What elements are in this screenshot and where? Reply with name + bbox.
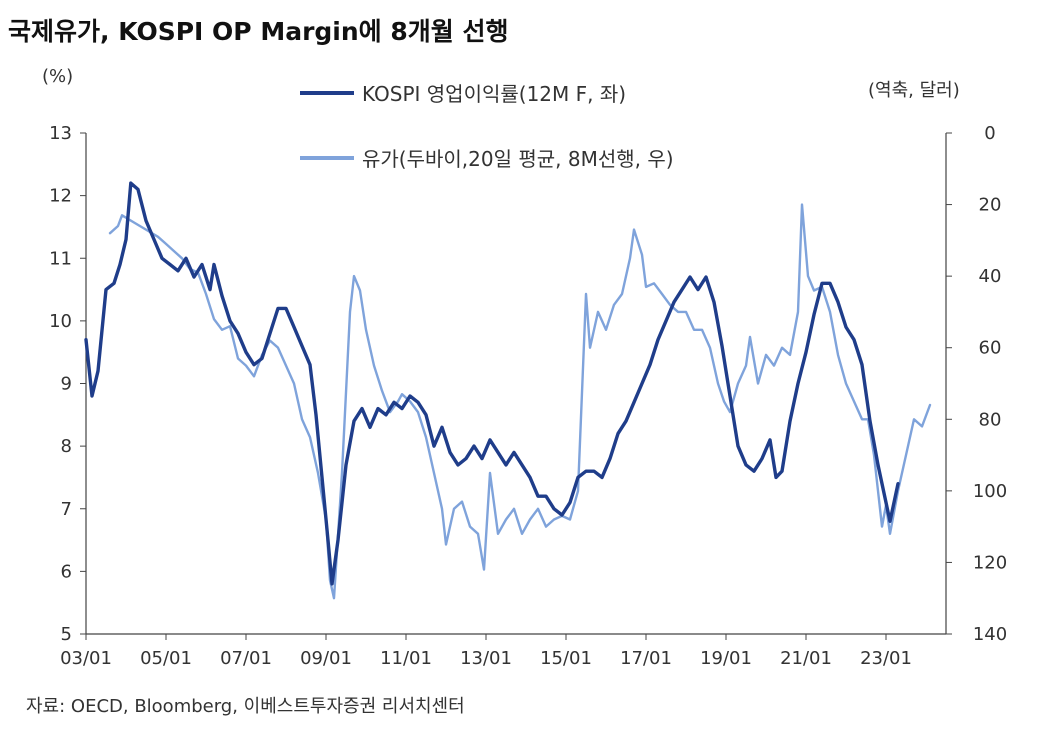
legend-swatch-kospi-margin: [300, 90, 354, 95]
right-tick-label: 100: [973, 481, 1007, 502]
right-tick-label: 120: [973, 552, 1007, 573]
right-tick-label: 40: [979, 266, 1002, 287]
left-tick-label: 12: [49, 186, 72, 207]
left-tick-label: 5: [61, 624, 72, 645]
x-tick-label: 07/01: [220, 648, 272, 669]
x-tick-label: 17/01: [620, 648, 672, 669]
left-tick-label: 10: [49, 311, 72, 332]
x-tick-label: 19/01: [700, 648, 752, 669]
legend-entry-oil-price: 유가(두바이,20일 평균, 8M선행, 우): [300, 143, 674, 172]
x-tick-label: 09/01: [300, 648, 352, 669]
kospi-margin-series-line: [84, 181, 900, 586]
x-tick-label: 11/01: [380, 648, 432, 669]
x-tick-label: 05/01: [140, 648, 192, 669]
chart-title: 국제유가, KOSPI OP Margin에 8개월 선행: [8, 17, 509, 46]
left-tick-label: 8: [61, 436, 72, 457]
right-tick-label: 20: [979, 195, 1002, 216]
left-tick-label: 7: [61, 499, 72, 520]
right-tick-label: 80: [979, 409, 1002, 430]
right-tick-label: 140: [973, 624, 1007, 645]
oil-price-series-line: [108, 203, 932, 600]
right-tick-label: 0: [984, 123, 995, 144]
source-note: 자료: OECD, Bloomberg, 이베스트투자증권 리서치센터: [26, 696, 465, 717]
x-tick-label: 03/01: [60, 648, 112, 669]
legend-label-oil-price: 유가(두바이,20일 평균, 8M선행, 우): [362, 147, 674, 171]
x-tick-label: 15/01: [540, 648, 592, 669]
left-tick-label: 9: [61, 374, 72, 395]
x-tick-label: 13/01: [460, 648, 512, 669]
left-axis-unit: (%): [42, 66, 74, 87]
x-tick-label: 21/01: [780, 648, 832, 669]
x-tick-label: 23/01: [860, 648, 912, 669]
right-tick-label: 60: [979, 338, 1002, 359]
right-axis-unit: (역축, 달러): [868, 80, 960, 101]
left-tick-label: 13: [49, 123, 72, 144]
left-tick-label: 11: [49, 248, 72, 269]
legend-entry-kospi-margin: KOSPI 영업이익률(12M F, 좌): [300, 78, 626, 107]
legend-swatch-oil-price: [300, 155, 354, 160]
left-tick-label: 6: [61, 561, 72, 582]
legend-label-kospi-margin: KOSPI 영업이익률(12M F, 좌): [362, 82, 627, 106]
